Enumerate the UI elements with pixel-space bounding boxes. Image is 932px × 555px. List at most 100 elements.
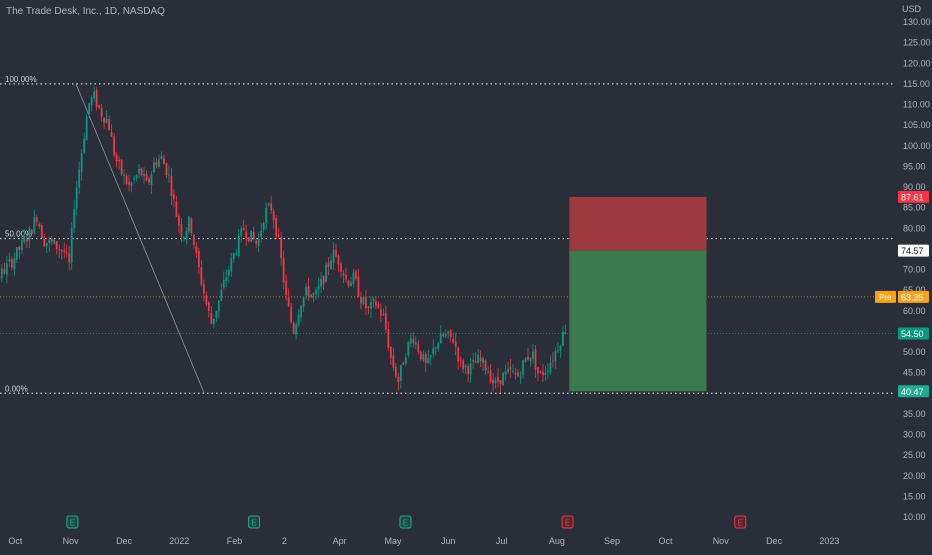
candle-body — [126, 176, 128, 184]
candle-body — [215, 311, 217, 318]
candle-body — [457, 348, 459, 362]
y-tick-label: 60.00 — [903, 306, 926, 316]
candle-body — [218, 301, 220, 312]
candle-body — [38, 224, 40, 226]
candle-body — [248, 237, 250, 241]
fib-level-label: 0.00% — [5, 384, 28, 393]
candle-body — [323, 276, 325, 284]
x-tick-label: May — [384, 536, 402, 546]
candle-body — [447, 331, 449, 333]
candle-body — [283, 258, 285, 282]
x-tick-label: Nov — [713, 536, 730, 546]
candle-body — [345, 275, 347, 280]
candle-body — [477, 355, 479, 363]
candle-body — [153, 162, 155, 173]
candle-body — [6, 264, 8, 275]
candle-body — [338, 256, 340, 265]
candle-body — [1, 268, 3, 278]
candle-body — [181, 224, 183, 236]
x-tick-label: Feb — [227, 536, 243, 546]
candle-body — [490, 370, 492, 382]
chart-title: The Trade Desk, Inc., 1D, NASDAQ — [6, 6, 165, 17]
candle-body — [210, 313, 212, 324]
candle-body — [525, 358, 527, 362]
candle-body — [410, 338, 412, 343]
candle-body — [555, 351, 557, 362]
candle-body — [462, 360, 464, 369]
candle-body — [188, 217, 190, 232]
x-tick-label: Apr — [333, 536, 347, 546]
candle-body — [223, 280, 225, 288]
candle-body — [392, 356, 394, 368]
candle-body — [268, 204, 270, 205]
candle-body — [171, 176, 173, 196]
candle-body — [442, 334, 444, 336]
price-label: 40.47 — [901, 387, 924, 397]
y-tick-label: 50.00 — [903, 347, 926, 357]
earnings-marker-label: E — [403, 519, 408, 528]
y-tick-label: 20.00 — [903, 471, 926, 481]
candle-body — [205, 295, 207, 303]
candle-body — [373, 299, 375, 301]
candle-body — [255, 241, 257, 244]
y-tick-label: 110.00 — [903, 100, 930, 110]
candle-body — [133, 178, 135, 180]
candle-body — [382, 314, 384, 315]
candle-body — [405, 357, 407, 363]
candle-body — [517, 373, 519, 377]
price-label: 54.50 — [901, 329, 924, 339]
candle-body — [435, 347, 437, 348]
x-tick-label: Jun — [441, 536, 456, 546]
candle-body — [295, 324, 297, 335]
candle-body — [315, 290, 317, 294]
candle-body — [293, 323, 295, 333]
candle-body — [51, 238, 53, 241]
currency-label: USD — [902, 4, 921, 14]
candle-body — [515, 373, 517, 375]
candle-body — [238, 235, 240, 256]
candle-body — [547, 371, 549, 372]
y-tick-label: 120.00 — [903, 58, 931, 68]
candle-body — [3, 270, 5, 274]
candle-body — [176, 202, 178, 217]
candle-body — [303, 297, 305, 307]
y-tick-label: 100.00 — [903, 141, 931, 151]
candle-body — [11, 259, 13, 267]
candle-body — [253, 232, 255, 239]
candle-body — [330, 261, 332, 269]
candle-body — [8, 259, 10, 261]
candle-body — [430, 355, 432, 357]
candle-body — [96, 90, 98, 107]
candle-body — [183, 237, 185, 238]
candle-body — [86, 117, 88, 141]
candle-body — [522, 360, 524, 374]
candle-body — [365, 297, 367, 308]
candle-body — [348, 281, 350, 286]
candle-body — [482, 358, 484, 362]
candle-body — [230, 258, 232, 272]
candle-body — [36, 217, 38, 221]
candle-body — [300, 306, 302, 317]
candle-body — [487, 372, 489, 373]
candle-body — [475, 361, 477, 362]
candle-body — [532, 352, 534, 359]
candle-body — [450, 330, 452, 337]
candle-body — [432, 348, 434, 355]
candle-body — [285, 281, 287, 295]
candle-body — [53, 240, 55, 244]
fib-level-label: 50.00% — [5, 230, 32, 239]
candle-body — [427, 358, 429, 363]
candle-body — [186, 231, 188, 239]
candle-body — [275, 218, 277, 236]
candle-body — [320, 279, 322, 287]
candle-body — [73, 209, 75, 228]
candle-body — [260, 231, 262, 237]
candle-body — [250, 231, 252, 242]
candle-body — [425, 354, 427, 363]
candle-body — [368, 307, 370, 308]
candle-body — [111, 132, 113, 136]
candle-body — [298, 315, 300, 325]
candle-body — [228, 270, 230, 275]
